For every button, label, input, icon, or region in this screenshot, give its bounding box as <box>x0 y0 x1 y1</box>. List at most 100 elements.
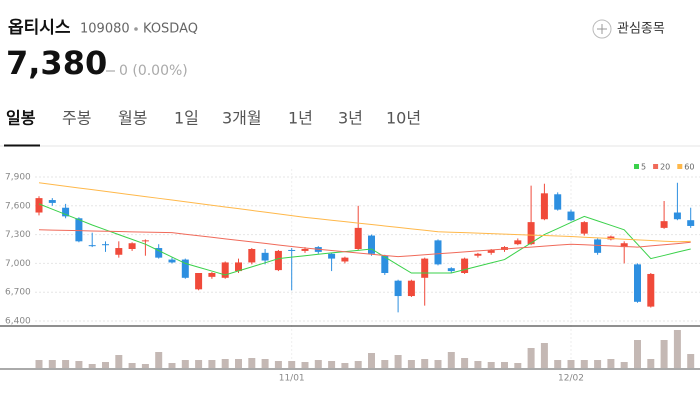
candle-body <box>620 243 628 248</box>
dot <box>134 27 138 31</box>
volume-bar <box>48 360 56 368</box>
price-change: 0 (0.00%) <box>119 63 188 79</box>
candle-body <box>235 262 242 272</box>
tab[interactable]: 월봉 <box>118 109 147 128</box>
volume-bar <box>527 348 535 368</box>
candle-body <box>141 240 149 242</box>
candle-body <box>128 243 136 249</box>
candle-body <box>594 239 602 253</box>
volume-bar <box>62 360 70 368</box>
volume-bar <box>141 364 149 368</box>
candle-body <box>381 255 389 273</box>
volume-bar <box>248 358 256 368</box>
volume-bar <box>195 360 203 368</box>
watch-button[interactable]: 관심종목 <box>592 19 665 39</box>
candle-body <box>208 273 216 277</box>
volume-bar <box>88 364 96 368</box>
volume-bar <box>461 358 469 368</box>
candle-body <box>421 258 429 278</box>
stock-name: 옵티시스 <box>8 18 71 38</box>
candle-body <box>75 218 83 242</box>
candle-body <box>554 194 562 210</box>
candle-body <box>181 259 189 278</box>
candle-body <box>221 262 229 278</box>
volume-bar <box>407 360 415 368</box>
tab[interactable]: 3개월 <box>222 109 262 128</box>
y-tick-label: 7,300 <box>5 230 31 240</box>
volume-bar <box>634 340 641 368</box>
legend-label: 20 <box>660 163 670 172</box>
candle-body <box>394 280 402 297</box>
volume-bar <box>261 359 269 368</box>
x-tick-label: 11/01 <box>279 374 305 384</box>
tab[interactable]: 3년 <box>338 109 363 128</box>
tab[interactable]: 주봉 <box>62 109 91 128</box>
volume-bar <box>341 363 349 368</box>
market: KOSDAQ <box>143 22 198 37</box>
candle-body <box>168 259 176 263</box>
candle-body <box>62 207 70 217</box>
volume-bar <box>554 360 562 368</box>
volume-bar <box>221 359 229 368</box>
candle-body <box>514 240 522 245</box>
volume-bar <box>567 360 575 368</box>
price: 7,380 <box>6 44 107 82</box>
y-tick-label: 7,900 <box>5 173 31 183</box>
volume-bar <box>687 354 695 368</box>
volume-bar <box>208 360 216 368</box>
volume-bar <box>181 360 189 368</box>
candle-body <box>368 235 375 254</box>
volume-bar <box>301 362 309 368</box>
candle-body <box>261 252 269 261</box>
volume-bar <box>421 359 429 368</box>
candle-body <box>461 258 469 273</box>
candle-body <box>288 249 296 251</box>
volume-bar <box>540 343 548 368</box>
candle-body <box>607 236 615 240</box>
candle-body <box>567 211 575 221</box>
volume-bar <box>394 355 402 368</box>
stock-code: 109080 <box>80 22 130 37</box>
volume-bar <box>447 352 455 368</box>
volume-bar <box>168 363 176 368</box>
candle-body <box>660 221 668 228</box>
volume-bar <box>594 360 602 368</box>
y-tick-label: 7,600 <box>5 201 31 211</box>
x-tick-label: 12/02 <box>558 374 584 384</box>
watch-label: 관심종목 <box>617 22 665 37</box>
candle-body <box>35 198 43 213</box>
volume-bar <box>381 360 389 368</box>
volume-bar <box>274 361 282 368</box>
y-tick-label: 6,400 <box>5 317 31 327</box>
candle-body <box>102 244 109 246</box>
candle-body <box>195 273 203 290</box>
volume-bar <box>368 353 375 368</box>
candle-body <box>341 257 349 262</box>
candle-body <box>274 250 282 271</box>
candle-body <box>487 249 495 253</box>
candle-body <box>301 249 309 251</box>
volume-bar <box>128 363 136 368</box>
candle-body <box>687 220 695 226</box>
volume-bar <box>487 362 495 368</box>
volume-bar <box>580 360 588 368</box>
candle-body <box>474 253 482 256</box>
tab[interactable]: 1일 <box>174 109 199 128</box>
candle-body <box>88 245 96 247</box>
legend-swatch <box>677 164 683 169</box>
candle-body <box>115 248 123 255</box>
tab[interactable]: 1년 <box>288 109 313 128</box>
legend-label: 60 <box>684 163 694 172</box>
tab[interactable]: 일봉 <box>6 109 36 128</box>
tabs: 일봉 주봉 월봉 1일 3개월 1년 3년 10년 <box>6 109 421 128</box>
volume-bar <box>620 362 628 368</box>
tab[interactable]: 10년 <box>386 109 421 128</box>
moving-average <box>38 203 691 276</box>
candle-body <box>434 240 442 265</box>
candle-body <box>527 222 535 245</box>
volume-bar <box>75 361 83 368</box>
volume-bar <box>501 362 508 368</box>
candle-body <box>155 248 163 258</box>
